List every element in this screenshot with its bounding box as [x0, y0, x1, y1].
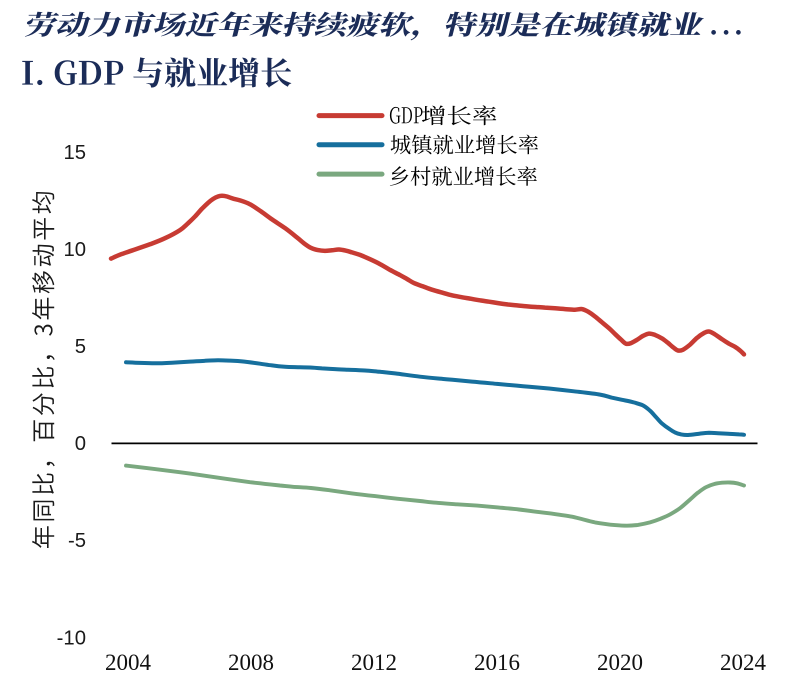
svg-text:5: 5 — [75, 336, 86, 358]
svg-text:2016: 2016 — [474, 650, 520, 675]
svg-text:2008: 2008 — [228, 650, 274, 675]
svg-text:0: 0 — [75, 433, 86, 455]
svg-text:15: 15 — [63, 142, 86, 164]
svg-text:2004: 2004 — [105, 650, 152, 675]
svg-text:10: 10 — [63, 239, 86, 261]
svg-text:2020: 2020 — [597, 650, 643, 675]
svg-text:2024: 2024 — [720, 650, 767, 675]
svg-text:2012: 2012 — [351, 650, 397, 675]
svg-text:-10: -10 — [57, 627, 86, 649]
svg-text:-5: -5 — [68, 530, 86, 552]
